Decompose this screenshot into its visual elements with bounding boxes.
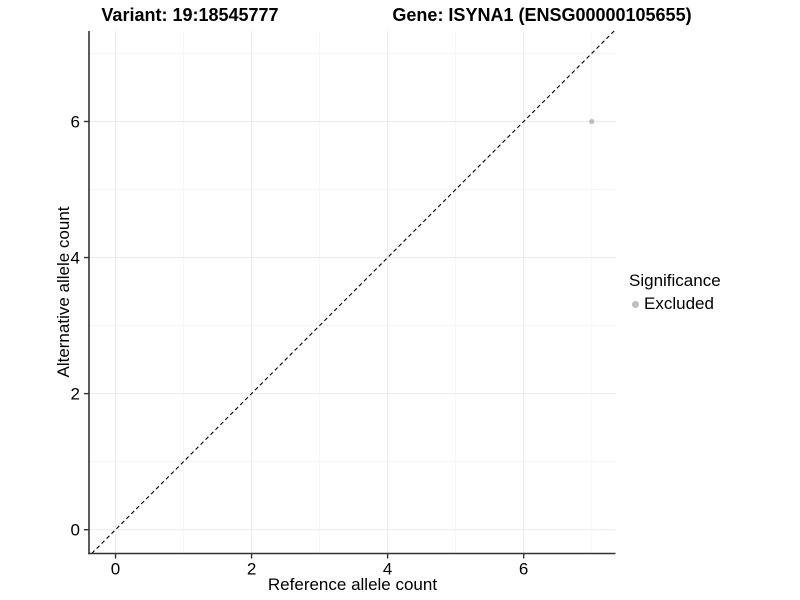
x-tick-label: 2	[247, 560, 256, 579]
x-tick-label: 6	[519, 560, 528, 579]
legend: Significance Excluded	[629, 271, 721, 314]
legend-item-label: Excluded	[644, 294, 714, 313]
data-point	[589, 118, 595, 125]
x-axis-label: Reference allele count	[267, 575, 438, 594]
identity-line	[91, 30, 615, 554]
y-tick-label: 2	[71, 385, 80, 404]
gene-title: Gene: ISYNA1 (ENSG00000105655)	[392, 5, 692, 25]
x-tick-label: 4	[383, 560, 392, 579]
legend-title: Significance	[629, 271, 721, 290]
y-tick-label: 4	[71, 249, 80, 268]
legend-item-excluded: Excluded	[629, 294, 721, 314]
variant-title: Variant: 19:18545777	[101, 5, 279, 25]
legend-point-icon	[632, 300, 639, 308]
y-tick-label: 0	[71, 521, 80, 540]
y-tick-label: 6	[71, 112, 80, 131]
x-tick-label: 0	[111, 560, 120, 579]
